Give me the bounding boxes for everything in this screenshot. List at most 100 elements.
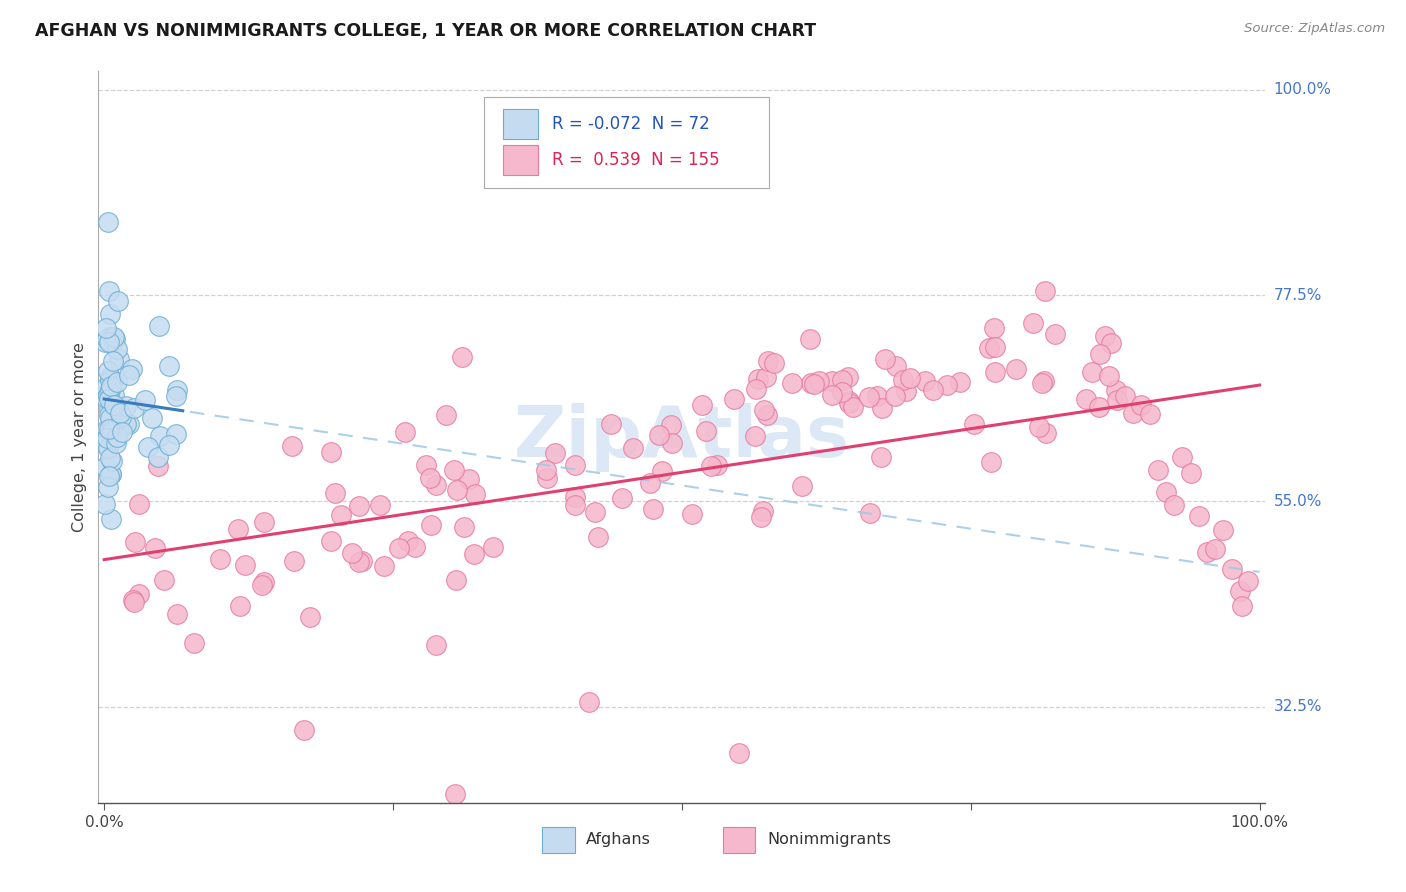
Point	[97, 401, 120, 416]
Point	[1220, 561, 1243, 575]
Point	[96, 422, 118, 436]
Point	[253, 516, 276, 530]
Point	[752, 403, 775, 417]
FancyBboxPatch shape	[503, 109, 538, 139]
Point	[1028, 420, 1050, 434]
Point	[97, 408, 120, 422]
Text: R = -0.072  N = 72: R = -0.072 N = 72	[553, 115, 710, 133]
Point	[695, 424, 717, 438]
Text: ZipAtlas: ZipAtlas	[515, 402, 849, 472]
Point	[758, 354, 780, 368]
Point	[165, 389, 187, 403]
Point	[108, 406, 131, 420]
Point	[157, 438, 180, 452]
Point	[166, 383, 188, 397]
Point	[394, 425, 416, 439]
Point	[103, 330, 125, 344]
Point	[122, 401, 145, 415]
Point	[1122, 406, 1144, 420]
Text: 32.5%: 32.5%	[1274, 699, 1322, 714]
Point	[108, 352, 131, 367]
Point	[799, 332, 821, 346]
Point	[373, 558, 395, 573]
Point	[859, 506, 882, 520]
Point	[103, 398, 125, 412]
Point	[1195, 545, 1218, 559]
Point	[983, 341, 1005, 355]
Point	[98, 383, 121, 397]
Point	[101, 374, 124, 388]
Point	[583, 505, 606, 519]
Point	[121, 362, 143, 376]
Point	[935, 377, 957, 392]
Point	[599, 417, 621, 431]
Point	[1139, 407, 1161, 421]
Point	[149, 429, 172, 443]
Point	[914, 374, 936, 388]
Point	[1033, 284, 1056, 298]
Point	[104, 435, 127, 450]
Point	[884, 359, 907, 373]
Point	[146, 459, 169, 474]
Point	[97, 215, 120, 229]
Point	[884, 389, 907, 403]
Point	[1171, 450, 1194, 465]
Point	[100, 467, 122, 481]
Point	[100, 422, 122, 436]
Text: R =  0.539  N = 155: R = 0.539 N = 155	[553, 151, 720, 169]
Point	[96, 386, 118, 401]
Point	[1163, 498, 1185, 512]
Point	[419, 471, 441, 485]
Point	[1099, 335, 1122, 350]
Point	[808, 375, 831, 389]
Point	[96, 332, 118, 346]
Point	[1032, 374, 1054, 388]
Point	[453, 520, 475, 534]
Point	[323, 485, 346, 500]
Point	[115, 417, 138, 431]
Point	[984, 365, 1007, 379]
Point	[1204, 541, 1226, 556]
Point	[329, 508, 352, 522]
Point	[1114, 389, 1136, 403]
Point	[118, 417, 141, 431]
Point	[104, 332, 127, 346]
Point	[148, 319, 170, 334]
Point	[101, 425, 124, 439]
Point	[396, 534, 419, 549]
Point	[706, 458, 728, 473]
Point	[100, 467, 122, 482]
Point	[1146, 463, 1168, 477]
Point	[94, 334, 117, 349]
Point	[443, 462, 465, 476]
Point	[98, 329, 121, 343]
Point	[165, 426, 187, 441]
Point	[94, 497, 117, 511]
Point	[875, 351, 897, 366]
Point	[983, 321, 1005, 335]
Point	[464, 487, 486, 501]
Point	[1088, 400, 1111, 414]
Point	[100, 512, 122, 526]
Point	[1105, 383, 1128, 397]
Point	[780, 376, 803, 391]
Point	[838, 396, 860, 410]
Point	[1130, 398, 1153, 412]
Point	[115, 400, 138, 414]
Point	[97, 363, 120, 377]
Point	[1074, 392, 1097, 406]
Point	[103, 354, 125, 368]
Point	[98, 335, 121, 350]
Point	[1212, 523, 1234, 537]
Point	[1105, 392, 1128, 407]
Point	[105, 375, 128, 389]
Text: 55.0%: 55.0%	[1274, 493, 1322, 508]
Point	[283, 554, 305, 568]
Point	[128, 587, 150, 601]
Point	[1232, 599, 1254, 614]
Point	[298, 609, 321, 624]
Point	[1005, 361, 1028, 376]
Text: Afghans: Afghans	[586, 832, 651, 847]
Point	[148, 450, 170, 464]
Point	[118, 368, 141, 382]
